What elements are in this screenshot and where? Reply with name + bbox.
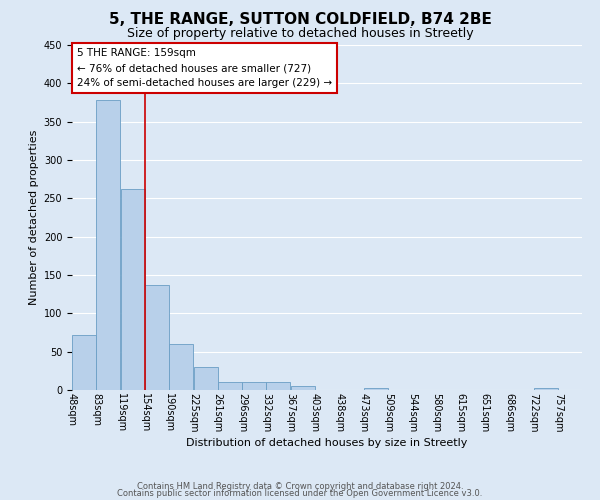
Bar (218, 382, 242, 390)
Bar (364, 388, 388, 390)
Bar (266, 382, 290, 390)
Text: 5, THE RANGE, SUTTON COLDFIELD, B74 2BE: 5, THE RANGE, SUTTON COLDFIELD, B74 2BE (109, 12, 491, 28)
Bar (145, 285, 169, 390)
Bar (194, 367, 218, 390)
Y-axis label: Number of detached properties: Number of detached properties (29, 130, 40, 305)
Bar (242, 382, 266, 390)
Bar (291, 386, 314, 390)
Bar (121, 189, 145, 390)
Bar (97, 100, 121, 390)
Bar (72, 335, 96, 390)
Text: Contains public sector information licensed under the Open Government Licence v3: Contains public sector information licen… (118, 490, 482, 498)
Text: Contains HM Land Registry data © Crown copyright and database right 2024.: Contains HM Land Registry data © Crown c… (137, 482, 463, 491)
Text: 5 THE RANGE: 159sqm
← 76% of detached houses are smaller (727)
24% of semi-detac: 5 THE RANGE: 159sqm ← 76% of detached ho… (77, 48, 332, 88)
Bar (169, 344, 193, 390)
Bar (533, 388, 557, 390)
X-axis label: Distribution of detached houses by size in Streetly: Distribution of detached houses by size … (187, 438, 467, 448)
Text: Size of property relative to detached houses in Streetly: Size of property relative to detached ho… (127, 28, 473, 40)
